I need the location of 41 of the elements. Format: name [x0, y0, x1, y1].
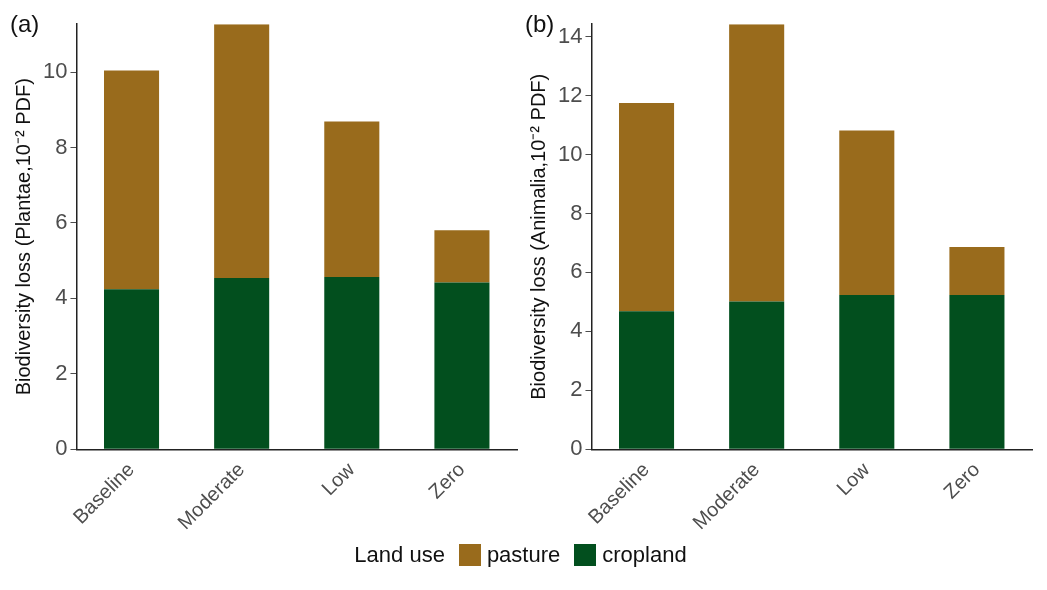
y-tick-label: 10	[42, 58, 68, 84]
x-tick-label: Low	[832, 457, 874, 500]
bar	[434, 282, 490, 449]
y-tick-label: 6	[55, 209, 68, 235]
y-axis-title: Biodiversity loss (Plantae,10⁻² PDF)	[11, 78, 34, 396]
y-axis-title: Biodiversity loss (Animalia,10⁻² PDF)	[526, 73, 549, 400]
bar	[839, 295, 895, 449]
bar	[949, 295, 1005, 449]
y-tick-label: 6	[570, 258, 583, 284]
bar	[434, 230, 490, 283]
bar	[324, 121, 380, 277]
bar	[729, 24, 785, 302]
y-tick-label: 12	[557, 81, 583, 107]
x-tick-label: Low	[317, 457, 359, 500]
text: (a)	[10, 10, 40, 38]
bar	[839, 130, 895, 296]
y-tick-label: 0	[570, 435, 583, 461]
legend-title: Land use	[354, 542, 445, 568]
y-tick-label: 8	[55, 133, 68, 159]
bar	[214, 24, 270, 279]
y-tick-label: 14	[557, 22, 583, 48]
bar	[324, 276, 380, 449]
bar	[619, 311, 675, 449]
bar	[104, 70, 160, 290]
y-tick-label: 4	[570, 317, 583, 343]
bar	[949, 247, 1005, 296]
bar	[619, 102, 675, 312]
x-tick-label: Zero	[939, 457, 984, 503]
y-tick-label: 10	[557, 140, 583, 166]
bar	[729, 301, 785, 449]
bar	[214, 278, 270, 449]
legend-label: pasture	[486, 542, 561, 568]
y-tick-label: 0	[55, 435, 68, 461]
text: (b)	[525, 10, 555, 38]
y-tick-label: 8	[570, 199, 583, 225]
y-tick-label: 2	[55, 359, 68, 385]
y-tick-label: 4	[55, 284, 68, 310]
x-tick-label: Zero	[424, 457, 469, 503]
y-tick-label: 2	[570, 376, 583, 402]
bar	[104, 289, 160, 449]
legend-label: cropland	[602, 542, 687, 568]
